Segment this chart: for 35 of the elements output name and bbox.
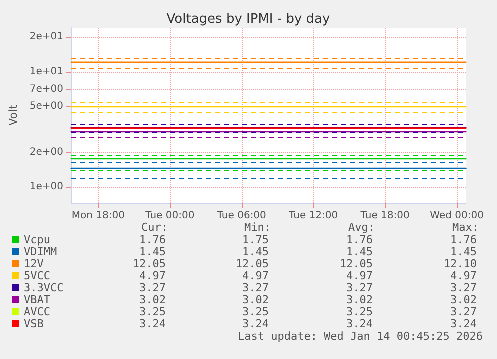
x-tick-label: Tue 00:00 (144, 210, 195, 222)
chart-title: Voltages by IPMI - by day (166, 12, 331, 27)
legend-label: VBAT (24, 294, 51, 306)
x-tick-label: Mon 18:00 (72, 210, 125, 222)
text: Avg: (348, 221, 376, 234)
legend-label: 5VCC (24, 270, 50, 282)
y-tick-label: 2e+01 (30, 32, 64, 43)
text: Max: (452, 221, 480, 234)
y-tick-label: 7e+00 (30, 84, 64, 96)
legend-label: VSB (24, 318, 44, 330)
text: 3.24 3.24 3.24 3.24 (140, 318, 477, 330)
text: 3.02 3.02 3.02 3.02 (140, 294, 477, 306)
legend-label: Vcpu (24, 234, 50, 246)
text: 12.05 12.05 12.05 12.10 (132, 258, 477, 270)
text: Cur: (142, 221, 168, 234)
x-tick-label: Tue 12:00 (288, 210, 338, 222)
legend-label: AVCC (24, 306, 50, 318)
y-tick-label: 1e+00 (30, 182, 64, 193)
legend-label: VDIMM (24, 246, 58, 258)
y-tick-label: 2e+00 (30, 147, 64, 158)
y-tick-label: 5e+00 (30, 101, 64, 112)
text: Min: (244, 221, 272, 234)
text: 4.97 4.97 4.97 4.97 (140, 270, 477, 282)
y-axis-title: Volt (7, 104, 20, 126)
text: 3.27 3.27 3.27 3.27 (140, 282, 477, 294)
x-tick-label: Tue 06:00 (216, 210, 266, 222)
y-tick-label: 1e+01 (30, 66, 64, 78)
x-tick-label: Tue 18:00 (360, 210, 410, 222)
text: 3.25 3.25 3.25 3.27 (140, 306, 477, 318)
text: Last update: Wed Jan 14 00:45:25 2026 (238, 330, 484, 343)
text: 1.76 1.75 1.76 1.76 (140, 234, 477, 246)
legend-label: 12V (24, 258, 44, 270)
legend-label: 3.3VCC (24, 282, 64, 294)
text: 1.45 1.45 1.45 1.45 (140, 246, 477, 258)
x-tick-label: Wed 00:00 (430, 210, 484, 222)
